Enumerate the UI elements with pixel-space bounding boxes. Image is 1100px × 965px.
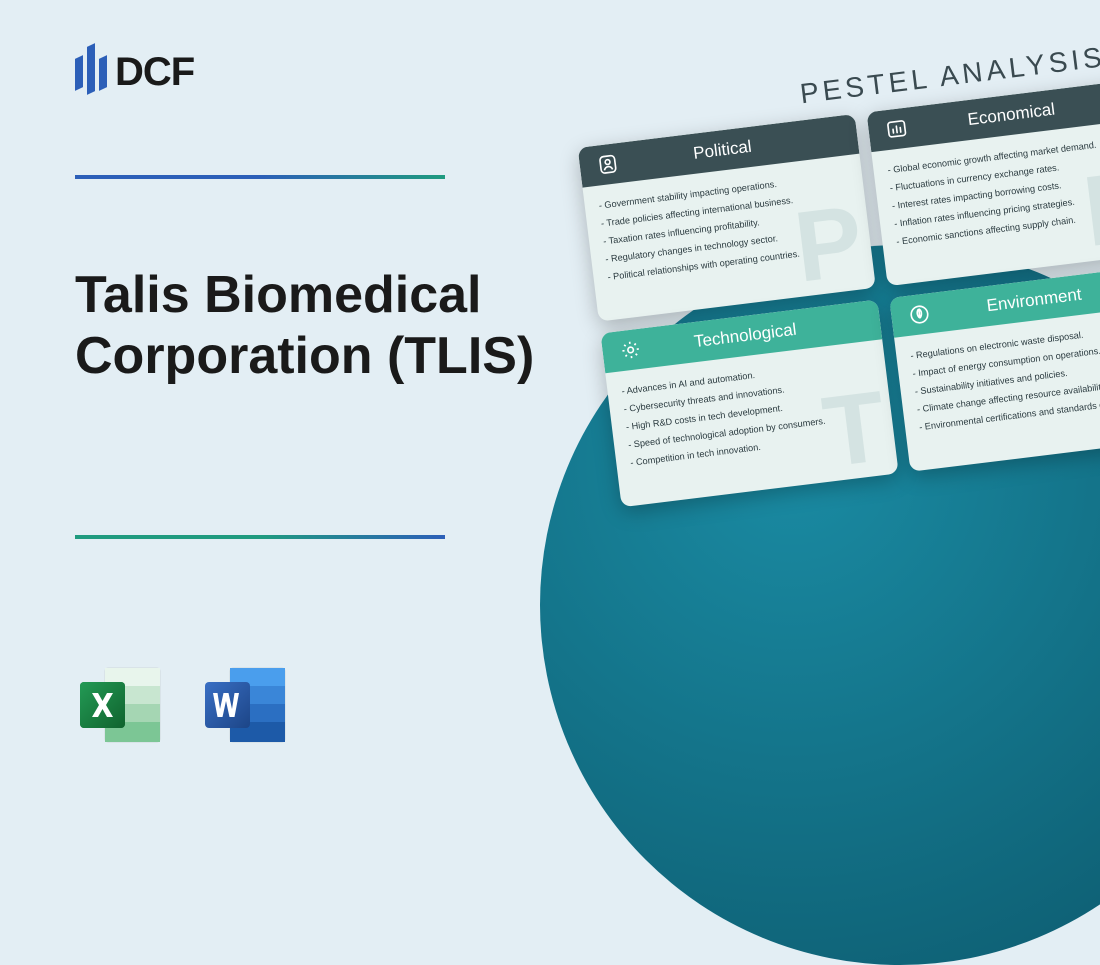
file-icons <box>75 660 290 750</box>
card-list: Advances in AI and automation. Cybersecu… <box>621 353 881 473</box>
person-icon <box>594 151 621 178</box>
card-technological: Technological T Advances in AI and autom… <box>600 300 898 508</box>
card-list: Government stability impacting operation… <box>598 167 858 287</box>
pestel-cards: Political P Government stability impacti… <box>578 78 1100 507</box>
leaf-icon <box>906 301 933 328</box>
divider-top <box>75 175 445 179</box>
pestel-panel: PESTEL ANALYSIS Political P Government s… <box>573 37 1100 507</box>
gear-icon <box>617 337 644 364</box>
card-environment: Environment E Regulations on electronic … <box>889 264 1100 472</box>
bar-chart-icon <box>883 116 910 143</box>
page-title: Talis Biomedical Corporation (TLIS) <box>75 265 555 388</box>
logo-text: DCF <box>115 50 194 95</box>
card-political: Political P Government stability impacti… <box>578 114 876 322</box>
card-list: Global economic growth affecting market … <box>887 132 1100 252</box>
word-icon <box>200 660 290 750</box>
logo-bars-icon <box>75 53 107 93</box>
excel-icon <box>75 660 165 750</box>
logo: DCF <box>75 50 194 95</box>
card-list: Regulations on electronic waste disposal… <box>909 317 1100 437</box>
card-economical: Economical E Global economic growth affe… <box>866 78 1100 286</box>
divider-bottom <box>75 535 445 539</box>
